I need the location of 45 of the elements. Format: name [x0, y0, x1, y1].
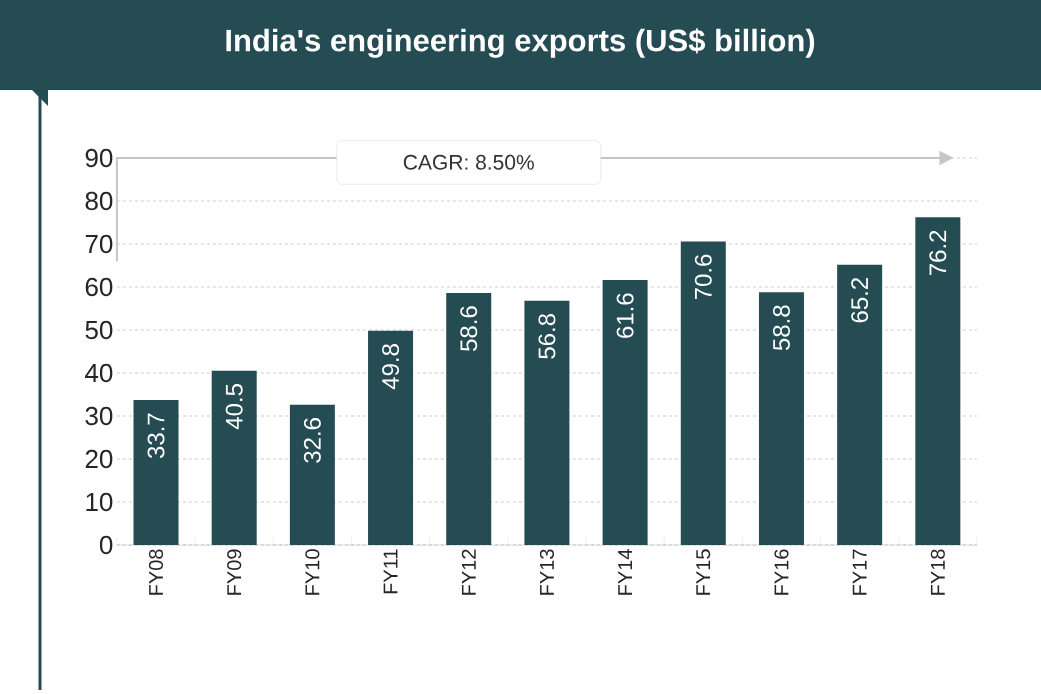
bar [446, 293, 492, 545]
y-tick-label: 80 [85, 191, 113, 211]
bar [133, 400, 179, 545]
data-label: 49.8 [382, 344, 400, 390]
x-tick-label: FY09 [227, 549, 242, 595]
y-tick-label: 0 [99, 535, 113, 555]
data-label: 33.7 [147, 413, 165, 459]
data-label: 32.6 [303, 418, 321, 463]
data-label: 76.2 [929, 230, 947, 276]
x-tick-label: FY08 [148, 549, 164, 595]
data-label: 58.8 [772, 305, 790, 351]
bar [368, 330, 414, 545]
x-tick-label: FY14 [618, 549, 632, 595]
bar [680, 241, 726, 545]
x-tick-label: FY13 [539, 549, 554, 595]
y-tick-label: 30 [85, 406, 113, 426]
y-tick-label: 50 [85, 320, 113, 340]
y-tick-label: 70 [85, 234, 113, 254]
bar [289, 404, 335, 545]
x-tick-label: FY16 [774, 549, 789, 595]
x-tick-label: FY15 [696, 549, 711, 595]
x-tick-label: FY18 [930, 549, 945, 595]
x-tick-label: FY12 [461, 549, 476, 595]
data-label: 65.2 [851, 278, 869, 323]
bar [758, 292, 804, 545]
y-tick-label: 40 [85, 363, 113, 383]
bar [211, 370, 257, 545]
bar [837, 264, 883, 545]
x-tick-label: FY11 [383, 549, 398, 594]
data-label: 58.6 [460, 306, 478, 351]
bar [602, 280, 648, 545]
data-label: 40.5 [225, 384, 243, 430]
data-label: 70.6 [694, 254, 712, 300]
data-label: 56.8 [538, 314, 556, 359]
bar [524, 300, 570, 545]
bar [915, 217, 961, 545]
y-tick-label: 10 [86, 492, 113, 512]
y-tick-label: 20 [85, 449, 113, 469]
chart-title: India's engineering exports (US$ billion) [226, 28, 815, 58]
annotation: CAGR: 8.50% [403, 154, 534, 170]
x-tick-label: FY10 [305, 549, 320, 595]
y-tick-label: 90 [85, 148, 113, 168]
data-label: 61.6 [616, 293, 634, 338]
y-tick-label: 60 [85, 277, 113, 297]
x-tick-label: FY17 [852, 549, 867, 595]
